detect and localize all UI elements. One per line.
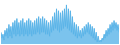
marks (1, 5, 119, 44)
area (1, 5, 119, 44)
plot-area (1, 5, 119, 44)
line (1, 5, 119, 42)
chart (0, 0, 120, 45)
